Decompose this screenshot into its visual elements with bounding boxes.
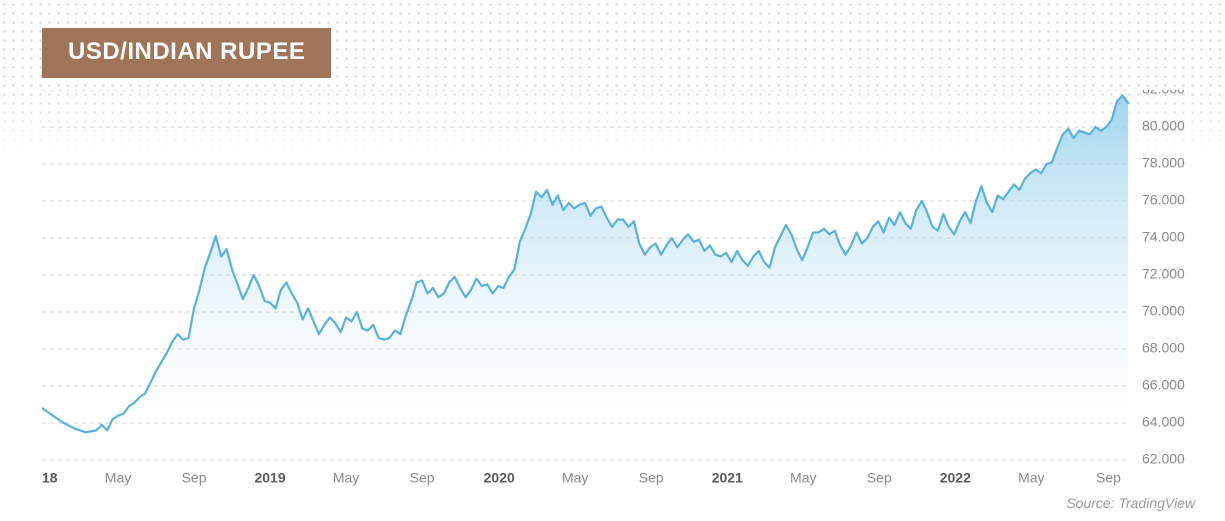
y-axis-label: 78.000: [1142, 155, 1185, 171]
x-axis-label: May: [790, 469, 816, 485]
x-axis-label: Sep: [1096, 469, 1121, 485]
x-axis-label: Sep: [639, 469, 664, 485]
y-axis-label: 68.000: [1142, 340, 1185, 356]
y-axis-label: 82.000: [1142, 90, 1185, 97]
y-axis-label: 64.000: [1142, 414, 1185, 430]
x-axis-label: Sep: [182, 469, 207, 485]
x-axis-label: 2019: [254, 469, 285, 485]
chart-title: USD/INDIAN RUPEE: [42, 28, 331, 78]
y-axis-label: 72.000: [1142, 266, 1185, 282]
x-axis-label: May: [333, 469, 359, 485]
line-area-chart: 62.000 64.000 66.000 68.000 70.000 72.000 74.0…: [42, 90, 1203, 494]
y-axis-label: 80.000: [1142, 118, 1185, 134]
x-axis-label: Sep: [867, 469, 892, 485]
y-axis-label: 74.000: [1142, 229, 1185, 245]
y-axis-label: 62.000: [1142, 451, 1185, 467]
x-axis-label: May: [562, 469, 588, 485]
source-attribution: Source: TradingView: [1066, 495, 1195, 511]
source-attribution-text: Source: TradingView: [1066, 495, 1195, 511]
x-axis-label: May: [1018, 469, 1044, 485]
x-axis-label: 2018: [42, 469, 58, 485]
chart-title-text: USD/INDIAN RUPEE: [68, 38, 305, 65]
area-fill: [42, 96, 1128, 460]
x-axis-label: 2021: [712, 469, 743, 485]
x-axis-label: Sep: [410, 469, 435, 485]
x-axis-label: May: [105, 469, 131, 485]
x-axis-label: 2020: [484, 469, 515, 485]
x-axis-label: 2022: [940, 469, 971, 485]
chart-container: { "title": { "text": "USD/INDIAN RUPEE",…: [0, 0, 1225, 521]
y-axis-label: 66.000: [1142, 377, 1185, 393]
y-axis-label: 76.000: [1142, 192, 1185, 208]
y-axis-label: 70.000: [1142, 303, 1185, 319]
